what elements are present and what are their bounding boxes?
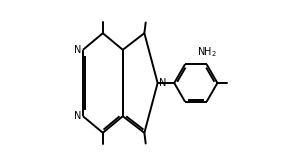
Text: NH$_2$: NH$_2$ [198, 45, 217, 59]
Text: N: N [74, 111, 82, 121]
Text: N: N [159, 78, 166, 88]
Text: N: N [74, 45, 82, 55]
